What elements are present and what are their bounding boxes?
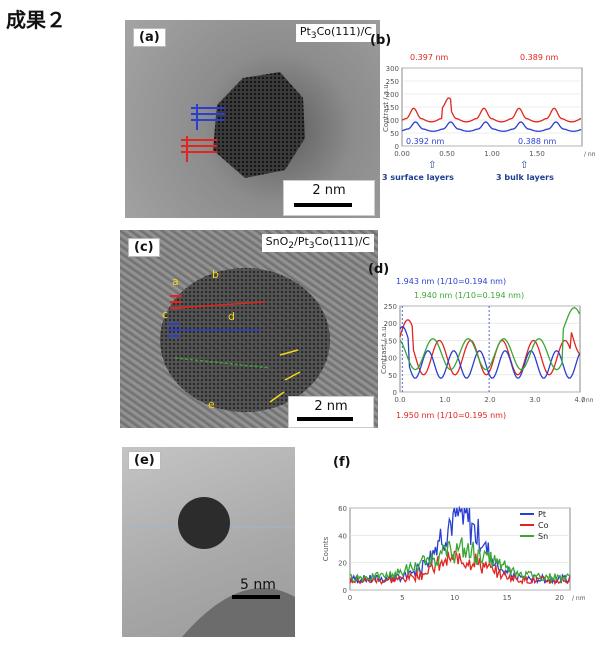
x-tick-label: 0.50 [439, 150, 455, 158]
x-tick-label: 1.50 [529, 150, 545, 158]
y-tick-label: 200 [386, 91, 399, 99]
scale-bar-e-line [232, 595, 280, 599]
plot-frame [399, 305, 581, 393]
chart-d: 0 50 100 150 200 250 0.0 1.0 2.0 3.0 4.0/ nm Contra… [380, 277, 593, 420]
x-tick-label: 0.0 [394, 396, 405, 404]
x-tick-label: 1.0 [439, 396, 450, 404]
nanoparticle-e [122, 497, 295, 637]
y-tick-label: 50 [390, 130, 399, 138]
y-axis-label: Contrast / a.u. [382, 82, 390, 132]
up-arrow-icon: ⇧ [428, 160, 436, 171]
scale-bar-c-label: 2 nm [314, 399, 348, 414]
tem-image-a: (a) Pt3Co(111)/C 2 nm [125, 20, 380, 218]
annotation-red-2: 0.389 nm [520, 53, 559, 62]
tem-image-e: (e) 5 nm [122, 447, 295, 637]
page-title: 成果２ [6, 8, 66, 32]
tem-image-c: a b c d e (c) SnO2/Pt3Co(111)/C 2 nm [120, 230, 378, 428]
y-tick-label: 0 [395, 143, 399, 151]
x-unit-label: / nm [584, 151, 595, 158]
y-tick-label: 20 [338, 560, 347, 568]
panel-f-label: (f) [333, 455, 351, 470]
x-tick-label: 0.00 [394, 150, 410, 158]
y-tick-label: 250 [386, 78, 399, 86]
x-tick-label: 10 [450, 594, 459, 602]
x-tick-label: 1.00 [484, 150, 500, 158]
legend-label-Co: Co [538, 521, 549, 530]
annotation-red-1: 0.397 nm [410, 53, 449, 62]
scale-bar-e-label: 5 nm [240, 577, 276, 593]
series-green-line [399, 307, 581, 371]
y-tick-label: 100 [386, 117, 399, 125]
series-blue-line [401, 121, 582, 132]
y-tick-label: 100 [384, 355, 397, 363]
annotation-3: 1.950 nm (1/10=0.195 nm) [396, 411, 506, 420]
y-axis-label: Contrast / a.u. [380, 324, 388, 374]
y-tick-label: 0 [343, 587, 347, 595]
y-axis-label: Counts [322, 536, 330, 561]
y-tick-label: 250 [384, 303, 397, 311]
series-Co-line [349, 550, 571, 586]
x-unit-label: / nm [582, 397, 593, 404]
annotation-1: 1.943 nm (1/10=0.194 nm) [396, 277, 506, 286]
x-tick-label: 3.0 [529, 396, 540, 404]
up-arrow-icon: ⇧ [520, 160, 528, 171]
scale-bar-c-line [297, 417, 353, 421]
panel-c-label: (c) [128, 238, 160, 257]
series-red-line [401, 97, 582, 123]
x-tick-label: 5 [400, 594, 404, 602]
nanoparticle-lattice-c: a b c d e [160, 268, 330, 412]
x-tick-label: 15 [503, 594, 512, 602]
y-tick-label: 50 [388, 372, 397, 380]
svg-text:c: c [162, 308, 168, 321]
chart-b: 0 50 100 150 200 250 300 0.00 0.50 1.00 1.50 / nm Co… [382, 53, 595, 182]
scale-bar-a: 2 nm [283, 180, 375, 216]
series-red-line [399, 319, 581, 376]
legend-label-Sn: Sn [538, 532, 548, 541]
svg-text:e: e [208, 398, 215, 411]
x-tick-label: 4.0 [574, 396, 585, 404]
annotation-blue-2: 0.388 nm [518, 137, 557, 146]
y-tick-label: 0 [393, 389, 397, 397]
x-tick-label: 0 [348, 594, 352, 602]
panel-a-label: (a) [133, 28, 166, 47]
x-tick-label: 2.0 [484, 396, 495, 404]
panel-e-label: (e) [128, 451, 161, 470]
note-surface-layers: 3 surface layers [382, 173, 454, 182]
svg-text:b: b [212, 268, 219, 281]
panel-c-sample: SnO2/Pt3Co(111)/C [261, 234, 374, 253]
nanoparticle-lattice-a [181, 72, 305, 178]
scale-bar-a-line [294, 203, 352, 207]
series-blue-line [399, 325, 581, 379]
y-tick-label: 300 [386, 65, 399, 73]
chart-f: 0 20 40 60 0 5 10 15 20 / nm Counts Pt Co Sn [322, 505, 585, 602]
svg-text:a: a [172, 275, 179, 288]
x-tick-label: 20 [555, 594, 564, 602]
annotation-blue-1: 0.392 nm [406, 137, 445, 146]
panel-b-label: (b) [370, 33, 392, 48]
series-Sn-line [349, 537, 571, 584]
note-bulk-layers: 3 bulk layers [496, 173, 554, 182]
y-tick-label: 150 [384, 337, 397, 345]
annotation-2: 1.940 nm (1/10=0.194 nm) [414, 291, 524, 300]
scale-bar-a-label: 2 nm [312, 183, 346, 198]
legend-label-Pt: Pt [538, 510, 546, 519]
y-tick-label: 40 [338, 532, 347, 540]
x-unit-label: / nm [572, 595, 585, 602]
y-tick-label: 60 [338, 505, 347, 513]
scale-bar-c: 2 nm [288, 396, 374, 428]
panel-a-sample: Pt3Co(111)/C [295, 24, 376, 43]
y-tick-label: 200 [384, 320, 397, 328]
y-tick-label: 150 [386, 104, 399, 112]
svg-text:d: d [228, 310, 235, 323]
panel-d-label: (d) [368, 262, 390, 277]
